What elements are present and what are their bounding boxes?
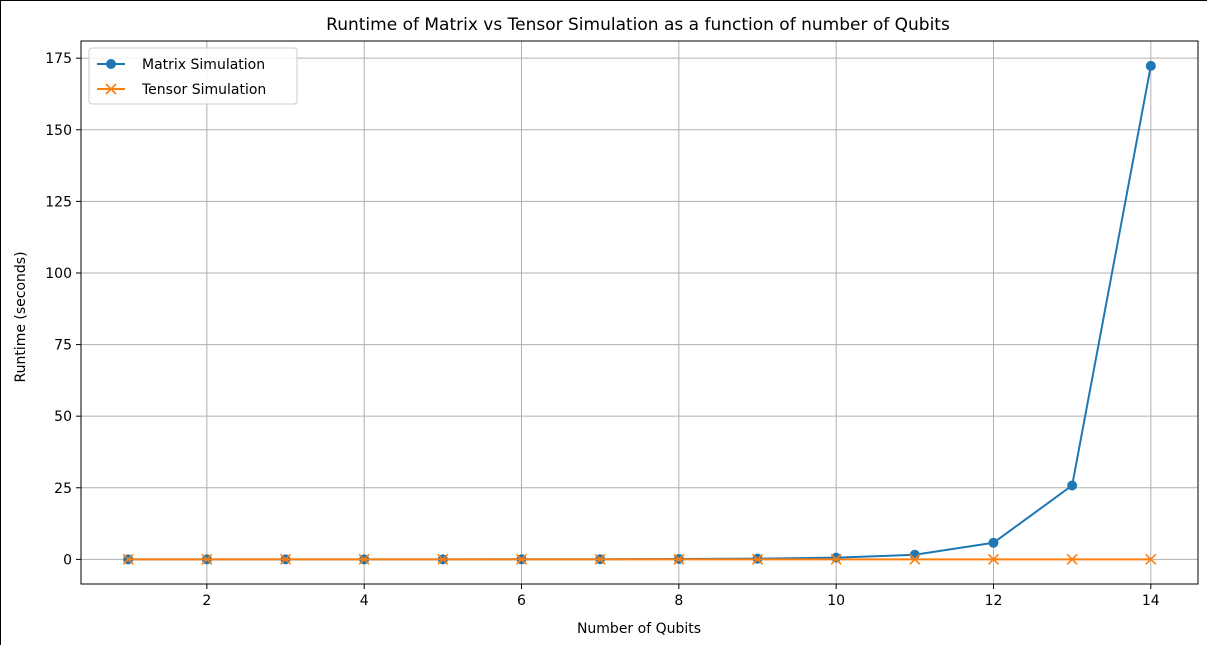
tensor-simulation-point — [909, 553, 921, 565]
tensor-simulation-point — [358, 553, 370, 565]
tensor-simulation-point — [279, 553, 292, 565]
tensor-simulation-point — [987, 553, 1000, 565]
y-tick-label: 175 — [45, 51, 72, 67]
grid — [81, 41, 1198, 584]
y-tick-label: 0 — [63, 552, 72, 568]
tensor-simulation-point — [201, 553, 213, 565]
x-tick-label: 10 — [827, 593, 845, 609]
axes: 2 4 6 8 10 12 14 0 25 50 75 100 125 150 175 — [45, 51, 1160, 609]
y-tick-label: 125 — [45, 194, 72, 210]
tensor-simulation-point — [122, 553, 134, 565]
series-group — [122, 60, 1157, 565]
matrix-simulation-point — [831, 552, 842, 563]
tensor-simulation-point — [1145, 553, 1157, 565]
legend: Matrix Simulation Tensor Simulation — [88, 47, 298, 105]
matrix-simulation-legend-marker — [106, 59, 116, 69]
x-tick-label: 2 — [202, 593, 211, 609]
x-tick-label: 6 — [517, 593, 526, 609]
tensor-simulation-point — [830, 553, 842, 565]
matrix-simulation-point — [1067, 480, 1078, 491]
matrix-simulation-point — [988, 537, 999, 548]
matrix-simulation-point — [1145, 60, 1156, 71]
tensor-simulation-point — [751, 553, 764, 565]
tensor-simulation-point — [673, 553, 685, 565]
tensor-simulation-point — [1066, 553, 1078, 565]
x-tick-label: 12 — [985, 593, 1003, 609]
x-tick-label: 4 — [360, 593, 369, 609]
tensor-simulation-point — [594, 553, 606, 565]
tensor-simulation-legend-label: Tensor Simulation — [141, 82, 266, 98]
chart-title: Runtime of Matrix vs Tensor Simulation a… — [326, 15, 950, 35]
x-tick-label: 14 — [1142, 593, 1160, 609]
tensor-simulation-legend-marker — [105, 83, 117, 95]
plot-frame — [80, 40, 1199, 585]
y-tick-label: 25 — [54, 481, 72, 497]
y-tick-label: 50 — [54, 409, 72, 425]
legend-box — [88, 47, 298, 105]
matrix-simulation-line — [128, 65, 1152, 561]
tensor-simulation-point — [515, 553, 528, 565]
matrix-simulation-legend-label: Matrix Simulation — [142, 57, 265, 73]
y-tick-label: 150 — [45, 123, 72, 139]
y-tick-label: 100 — [45, 266, 72, 282]
x-tick-label: 8 — [674, 593, 683, 609]
y-tick-label: 75 — [54, 338, 72, 354]
tensor-simulation-point — [437, 553, 449, 565]
y-axis-label: Runtime (seconds) — [13, 251, 29, 382]
x-axis-label: Number of Qubits — [577, 621, 701, 637]
